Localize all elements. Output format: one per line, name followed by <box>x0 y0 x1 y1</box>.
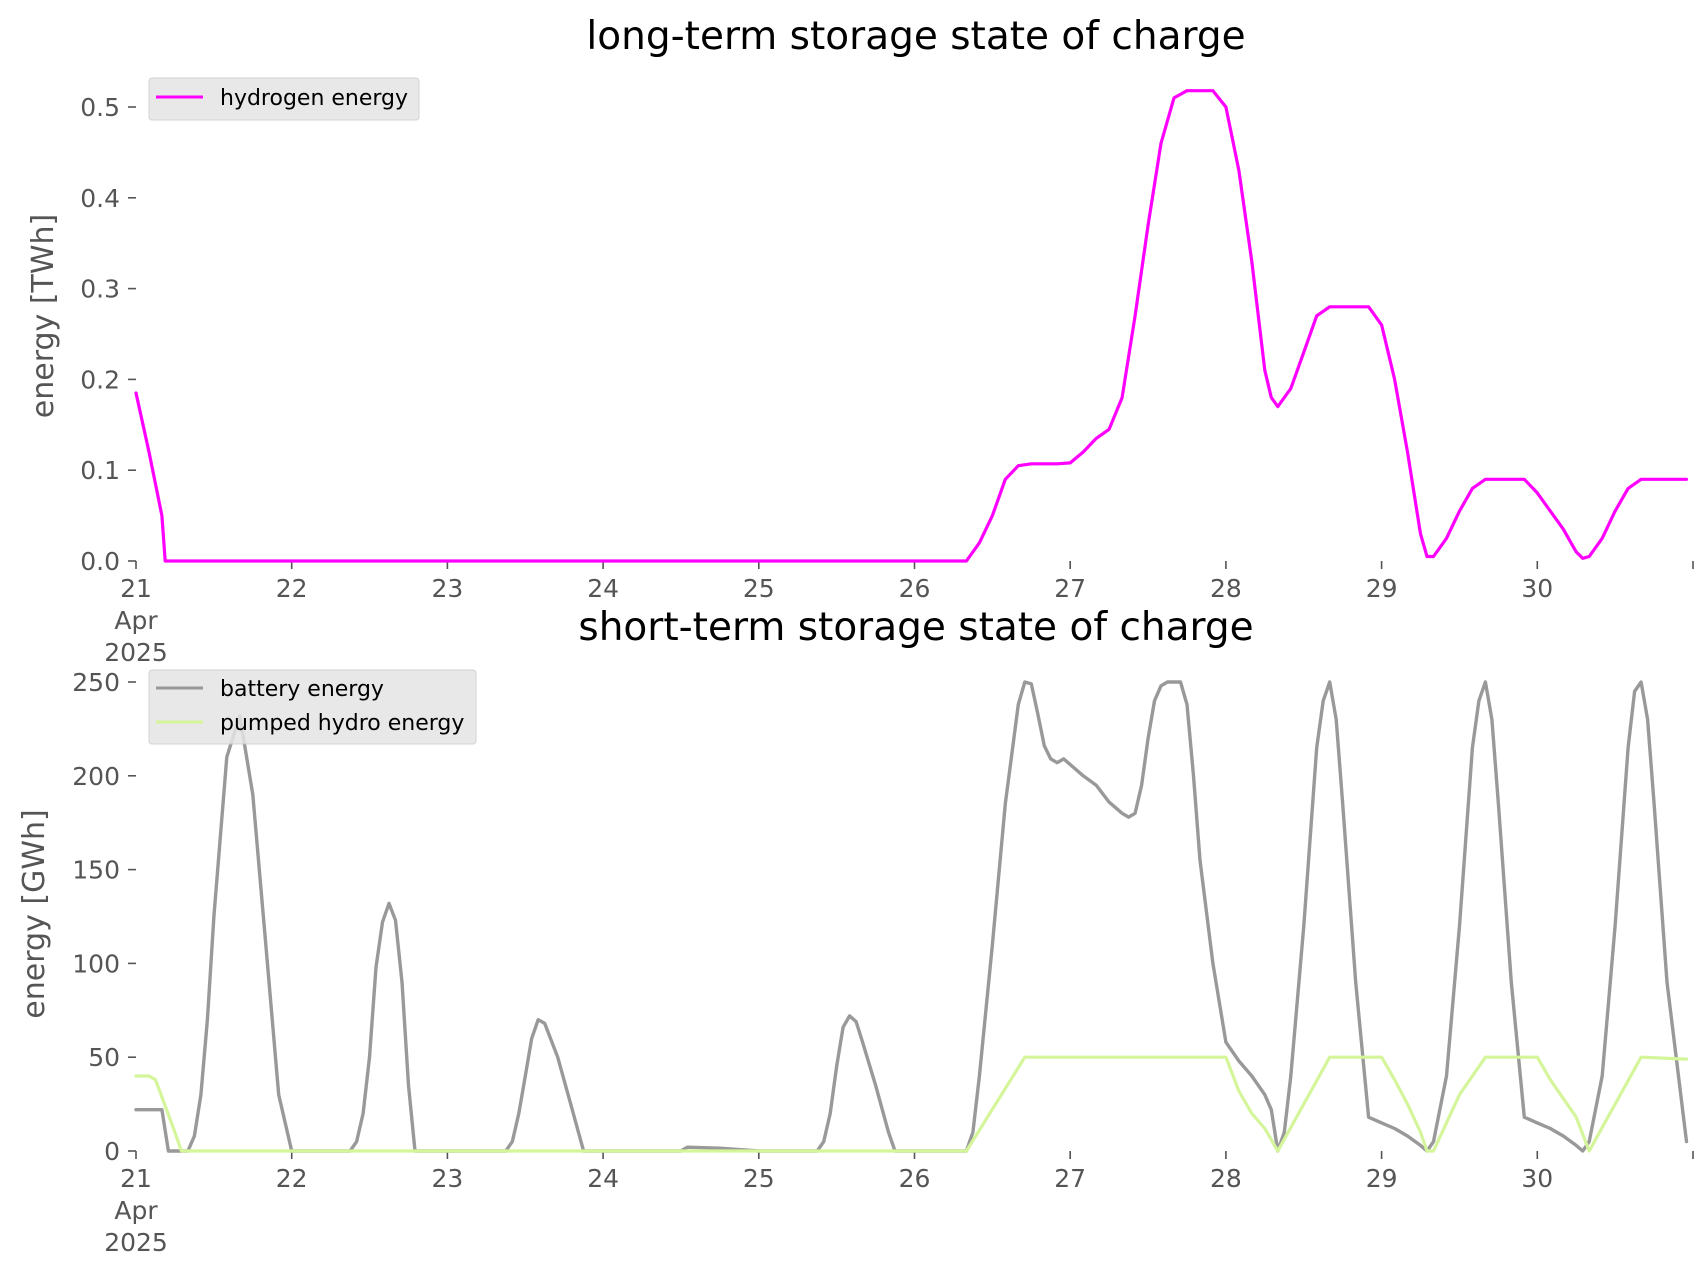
y-tick-label: 0.3 <box>80 275 120 304</box>
x-tick-label: 24 <box>587 574 619 603</box>
x-tick-label: 22 <box>276 574 308 603</box>
x-tick-label-line: Apr <box>114 606 158 635</box>
x-tick-label: 28 <box>1210 1164 1242 1193</box>
chart-title: short-term storage state of charge <box>578 605 1253 650</box>
x-tick-label-line: 27 <box>1054 1164 1086 1193</box>
y-tick-label: 0.0 <box>80 547 120 576</box>
x-tick-label-line: 28 <box>1210 1164 1242 1193</box>
x-tick-label-line: 2025 <box>104 1228 168 1257</box>
series-layer <box>134 680 1689 1153</box>
x-tick-label-line: 29 <box>1366 574 1398 603</box>
x-tick-label-line: 29 <box>1366 1164 1398 1193</box>
chart-title: long-term storage state of charge <box>586 14 1245 59</box>
legend-label-battery-energy: battery energy <box>220 677 384 702</box>
y-axis-label: energy [TWh] <box>26 214 61 418</box>
x-tick-label: 24 <box>587 1164 619 1193</box>
x-tick-label-line: 23 <box>431 1164 463 1193</box>
x-tick-label-line: 27 <box>1054 574 1086 603</box>
x-tick-label: 26 <box>899 1164 931 1193</box>
y-tick-label: 0.4 <box>80 184 120 213</box>
x-tick-label: 22 <box>276 1164 308 1193</box>
x-tick-label: 30 <box>1521 1164 1553 1193</box>
y-tick-label: 0.1 <box>80 456 120 485</box>
x-tick-label-line: 24 <box>587 574 619 603</box>
legend-label-hydrogen-energy: hydrogen energy <box>220 86 408 111</box>
x-ticks: 21 Apr 2025 22 23 24 25 26 27 28 29 30 <box>104 561 1694 667</box>
y-tick-label: 100 <box>72 949 120 978</box>
x-tick-label-line: 22 <box>276 574 308 603</box>
y-tick-label: 150 <box>72 856 120 885</box>
x-tick-label: 29 <box>1366 574 1398 603</box>
x-tick-label: 29 <box>1366 1164 1398 1193</box>
x-tick-label-line: 24 <box>587 1164 619 1193</box>
panel-short-term: short-term storage state of charge energ… <box>17 605 1694 1257</box>
x-tick-label-line: 25 <box>743 1164 775 1193</box>
x-tick-label-line: 26 <box>899 574 931 603</box>
x-tick-label: 21 Apr 2025 <box>104 1164 168 1257</box>
x-tick-label-line: 21 <box>120 1164 152 1193</box>
x-tick-label: 28 <box>1210 574 1242 603</box>
legend-box <box>148 77 420 121</box>
x-tick-label-line: 21 <box>120 574 152 603</box>
y-tick-label: 0.2 <box>80 365 120 394</box>
y-tick-label: 0.5 <box>80 93 120 122</box>
legend: battery energy pumped hydro energy <box>148 669 477 745</box>
y-tick-label: 250 <box>72 668 120 697</box>
x-tick-label-line: 22 <box>276 1164 308 1193</box>
x-ticks: 21 Apr 2025 22 23 24 25 26 27 28 29 30 <box>104 1151 1694 1257</box>
series-line-hydrogen-energy <box>134 89 1689 563</box>
x-tick-label: 21 Apr 2025 <box>104 574 168 667</box>
x-tick-label-line: 23 <box>431 574 463 603</box>
legend-box <box>148 669 477 745</box>
y-ticks: 0 50 100 150 200 250 <box>72 668 136 1166</box>
x-tick-label: 27 <box>1054 574 1086 603</box>
y-tick-label: 50 <box>88 1043 120 1072</box>
x-tick-label-line: 30 <box>1521 1164 1553 1193</box>
series-line-pumped-hydro-energy <box>134 1055 1689 1153</box>
x-tick-label-line: 26 <box>899 1164 931 1193</box>
x-tick-label: 23 <box>431 574 463 603</box>
y-tick-label: 0 <box>104 1137 120 1166</box>
x-tick-label: 26 <box>899 574 931 603</box>
x-tick-label: 23 <box>431 1164 463 1193</box>
x-tick-label: 25 <box>743 574 775 603</box>
series-line-battery-energy <box>134 680 1689 1153</box>
x-tick-label: 25 <box>743 1164 775 1193</box>
x-tick-label: 27 <box>1054 1164 1086 1193</box>
y-axis-label: energy [GWh] <box>17 809 52 1018</box>
x-tick-label-line: 28 <box>1210 574 1242 603</box>
x-tick-label-line: 2025 <box>104 638 168 667</box>
legend-label-pumped-hydro-energy: pumped hydro energy <box>220 711 464 736</box>
y-tick-label: 200 <box>72 762 120 791</box>
legend: hydrogen energy <box>148 77 420 121</box>
x-tick-label-line: Apr <box>114 1196 158 1225</box>
panel-long-term: long-term storage state of charge energy… <box>26 14 1694 667</box>
x-tick-label: 30 <box>1521 574 1553 603</box>
series-layer <box>134 89 1689 563</box>
y-ticks: 0.0 0.1 0.2 0.3 0.4 0.5 <box>80 93 136 576</box>
x-tick-label-line: 25 <box>743 574 775 603</box>
x-tick-label-line: 30 <box>1521 574 1553 603</box>
